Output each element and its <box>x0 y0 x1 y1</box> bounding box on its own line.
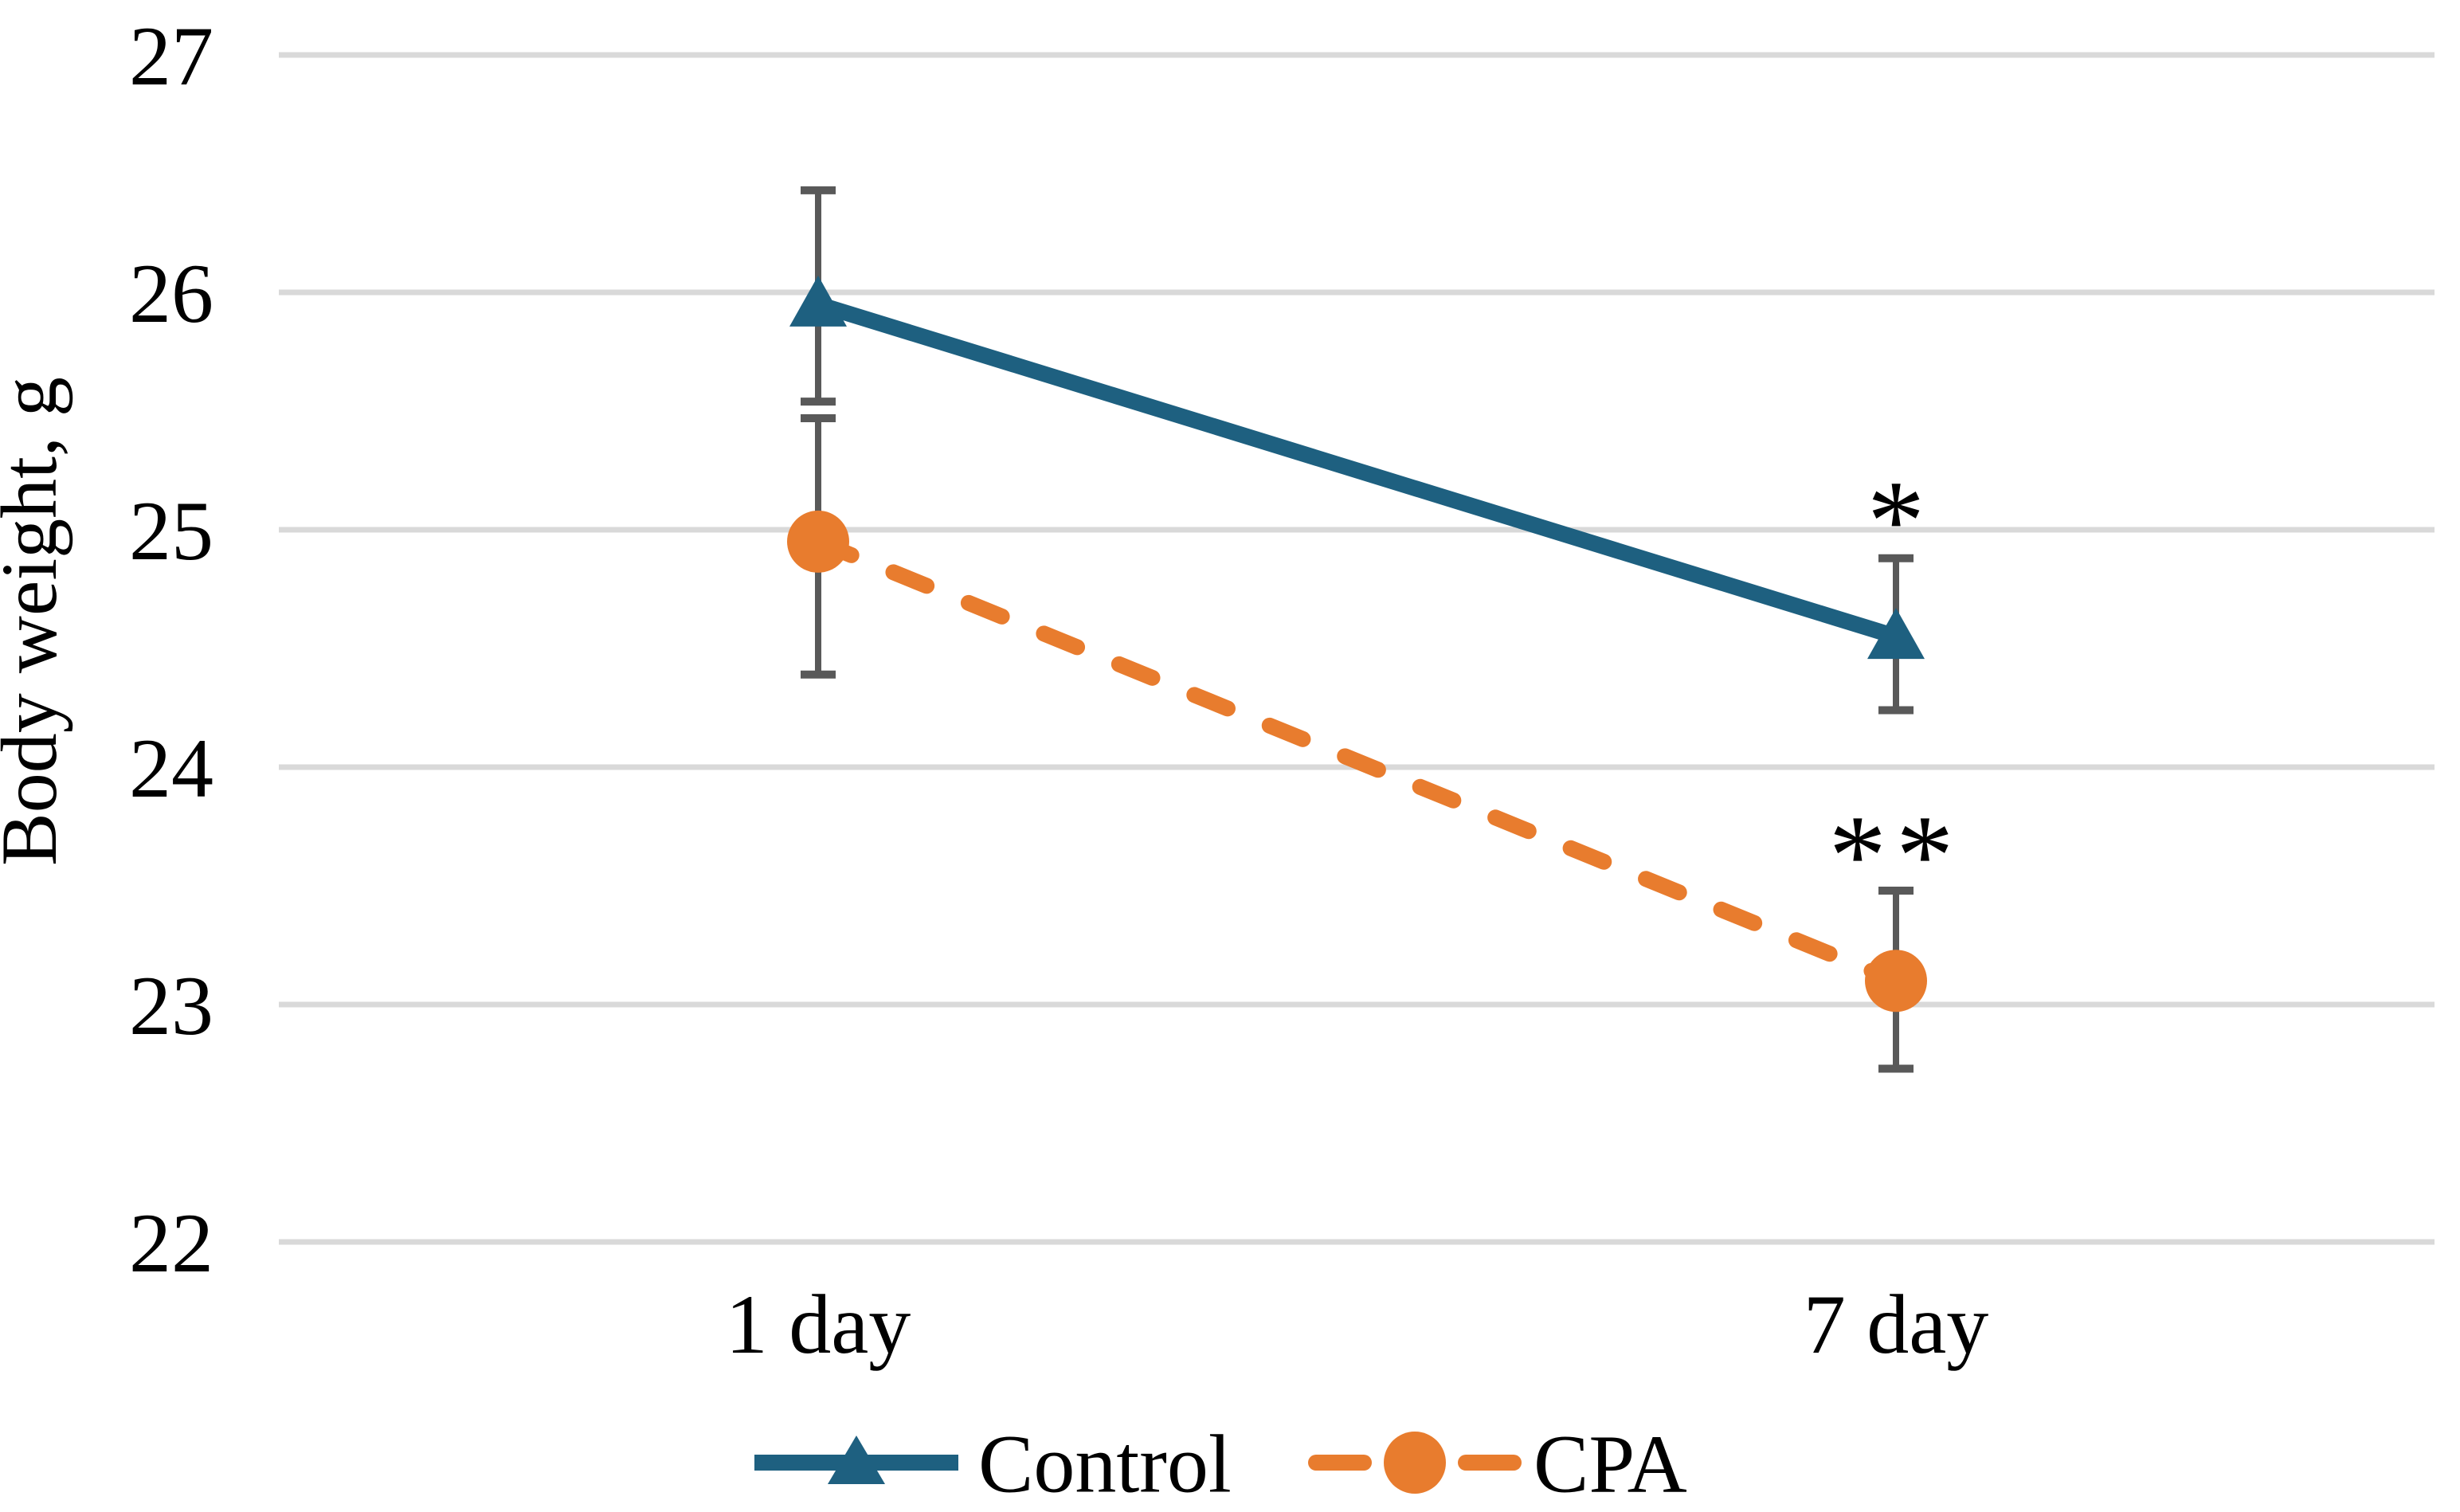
y-tick-label-26: 26 <box>129 247 213 340</box>
y-tick-label-22: 22 <box>129 1197 213 1290</box>
legend: Control CPA <box>754 1418 1687 1510</box>
cpa-series-line <box>810 533 1904 989</box>
legend-triangle-icon <box>828 1436 885 1484</box>
y-tick-label-27: 27 <box>129 10 213 103</box>
x-category-label-7-day: 7 day <box>1804 1278 1989 1371</box>
legend-circle-icon <box>1384 1432 1446 1494</box>
legend-label-control: Control <box>978 1418 1232 1510</box>
legend-item-control: Control <box>754 1418 1232 1510</box>
control-marker-7-day-triangle-icon <box>1867 608 1925 660</box>
legend-label-cpa: CPA <box>1534 1418 1687 1510</box>
cpa-marker-1-day-circle-icon <box>787 510 849 573</box>
legend-item-cpa: CPA <box>1308 1418 1687 1510</box>
y-tick-label-23: 23 <box>129 959 213 1052</box>
x-category-label-1-day: 1 day <box>726 1278 911 1371</box>
y-tick-label-25: 25 <box>129 484 213 578</box>
significance-control-asterisk: * <box>1867 457 1925 585</box>
y-tick-label-24: 24 <box>129 722 213 815</box>
control-series-line <box>816 296 1898 644</box>
y-axis-title: Body weight, g <box>0 377 73 866</box>
significance-cpa-asterisk: ** <box>1829 792 1964 919</box>
cpa-marker-7-day-circle-icon <box>1865 950 1927 1013</box>
control-marker-1-day-triangle-icon <box>789 275 847 327</box>
